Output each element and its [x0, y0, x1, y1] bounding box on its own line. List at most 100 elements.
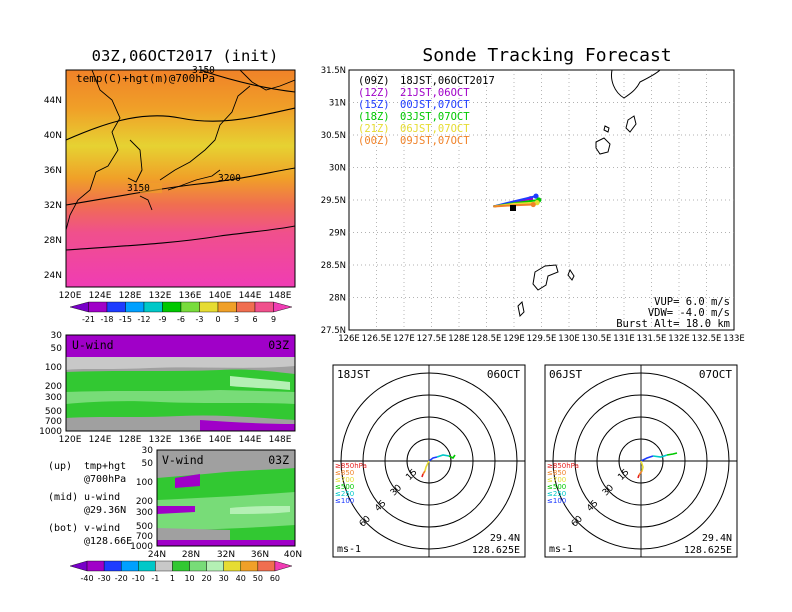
- colorbar-label: 30: [219, 574, 229, 583]
- polar-level-label: ≤250: [547, 490, 566, 498]
- note-bot-c: @128.66E: [84, 536, 132, 547]
- note-up-c: @700hPa: [84, 474, 126, 485]
- colorbar-label: 6: [252, 315, 257, 324]
- map-xtick: 132E: [149, 291, 172, 301]
- hodograph-line: [637, 474, 640, 479]
- legend-code-5: (00Z): [358, 135, 390, 147]
- colorbar-swatch: [206, 560, 224, 572]
- map-xtick: 148E: [269, 291, 292, 301]
- hodograph-left: 18JST 06OCT 29.4N 128.625E ms-1 15304560…: [332, 364, 526, 558]
- polar-right-unit: ms-1: [549, 544, 573, 555]
- map-ytick: 36N: [44, 166, 62, 176]
- colorbar-label: -30: [98, 574, 111, 583]
- uwind-xtick: 124E: [89, 435, 112, 445]
- track-ytick: 29.5N: [321, 196, 346, 206]
- legend-time-2: 00JST,07OCT: [400, 99, 470, 111]
- hodograph-line: [652, 454, 668, 458]
- uwind-y-ticks: 30 50 100 200 300 500 700 1000: [39, 331, 62, 437]
- uwind-ytick: 30: [51, 331, 63, 341]
- colorbar-swatch: [199, 301, 219, 313]
- colorbar-label: -1: [151, 574, 159, 583]
- colorbar-swatch: [217, 301, 237, 313]
- legend-code-4: (21Z): [358, 123, 390, 135]
- map-y-ticks: 44N 40N 36N 32N 28N 24N: [44, 96, 62, 281]
- track-ytick: 30N: [329, 164, 346, 174]
- uwind-xtick: 128E: [119, 435, 142, 445]
- colorbar-swatch: [86, 560, 105, 572]
- track-xtick: 129E: [503, 334, 525, 344]
- colorbar-swatch: [121, 560, 139, 572]
- uwind-label: U-wind: [72, 338, 114, 352]
- colorbar-swatch: [236, 301, 256, 313]
- polar-right-time: 06JST: [549, 368, 582, 381]
- track-ytick: 31N: [329, 99, 346, 109]
- legend-time-5: 09JST,07OCT: [400, 135, 470, 147]
- uwind-ytick: 300: [45, 393, 62, 403]
- colorbar-swatch: [223, 560, 241, 572]
- wind-colorbar: -40 -30 -20 -10 -1 1 10 20 30 40 50 60: [69, 560, 293, 583]
- polar-level-label: ≤500: [547, 483, 566, 491]
- track-xtick: 128E: [448, 334, 470, 344]
- launch-point-marker: [510, 205, 516, 211]
- colorbar-swatch: [88, 301, 108, 313]
- colorbar-label: -20: [115, 574, 128, 583]
- track-end-point: [534, 200, 540, 206]
- map-ytick: 44N: [44, 96, 62, 106]
- vwind-ytick: 100: [136, 478, 153, 488]
- colorbar-swatch: [172, 560, 190, 572]
- colorbar-swatch: [138, 560, 156, 572]
- map-ytick: 40N: [44, 131, 62, 141]
- colorbar-label: -3: [196, 315, 204, 324]
- hodograph-line: [640, 455, 654, 462]
- polar-level-label: ≤250: [335, 490, 354, 498]
- uwind-xtick: 136E: [179, 435, 202, 445]
- uwind-xtick: 140E: [209, 435, 232, 445]
- uwind-time: 03Z: [268, 338, 289, 352]
- track-xtick: 133E: [723, 334, 745, 344]
- polar-right-date: 07OCT: [699, 368, 732, 381]
- colorbar-label: 20: [202, 574, 212, 583]
- map-label: temp(C)+hgt(m)@700hPa: [76, 72, 215, 85]
- map-xtick: 124E: [89, 291, 112, 301]
- polar-right-lon: 128.625E: [684, 545, 732, 556]
- map-ytick: 28N: [44, 236, 62, 246]
- track-ytick: 27.5N: [321, 326, 346, 336]
- vwind-ytick: 300: [136, 508, 153, 518]
- track-xtick: 127.5E: [417, 334, 447, 344]
- vwind-ytick: 1000: [130, 542, 153, 552]
- legend-time-3: 03JST,07OCT: [400, 111, 470, 123]
- colorbar-label: -10: [132, 574, 145, 583]
- legend-code-2: (15Z): [358, 99, 390, 111]
- colorbar-label: -18: [100, 315, 113, 324]
- colorbar-swatch: [155, 560, 173, 572]
- polar-level-label: ≤500: [335, 483, 354, 491]
- colorbar-label: 10: [184, 574, 194, 583]
- colorbar-label: -6: [177, 315, 185, 324]
- uwind-xtick: 132E: [149, 435, 172, 445]
- vwind-xtick: 36N: [251, 550, 269, 560]
- uwind-ytick: 500: [45, 407, 62, 417]
- uwind-ytick: 100: [45, 363, 62, 373]
- polar-left-lon: 128.625E: [472, 545, 520, 556]
- polar-level-label: ≤100: [547, 497, 566, 505]
- polar-left-time: 18JST: [337, 368, 370, 381]
- colorbar-label: -12: [137, 315, 150, 324]
- vwind-ytick: 50: [142, 459, 154, 469]
- vwind-xtick: 24N: [148, 550, 166, 560]
- hodograph-line: [638, 470, 643, 476]
- colorbar-swatch: [180, 301, 200, 313]
- uwind-ytick: 200: [45, 382, 62, 392]
- note-up-a: (up): [48, 461, 72, 472]
- temperature-map: temp(C)+hgt(m)@700hPa 3150 3200 3150: [65, 65, 296, 288]
- polar-right-lat: 29.4N: [702, 533, 732, 544]
- legend-code-0: (09Z): [358, 75, 390, 87]
- colorbar-swatch: [143, 301, 163, 313]
- track-end-point: [533, 193, 539, 199]
- track-ytick: 30.5N: [321, 131, 346, 141]
- polar-left-unit: ms-1: [337, 544, 361, 555]
- legend-time-4: 06JST,07OCT: [400, 123, 470, 135]
- hodograph-line: [640, 460, 644, 472]
- island-outlines: [517, 69, 661, 318]
- polar-level-label: ≤700: [547, 476, 566, 484]
- track-xtick: 127E: [393, 334, 415, 344]
